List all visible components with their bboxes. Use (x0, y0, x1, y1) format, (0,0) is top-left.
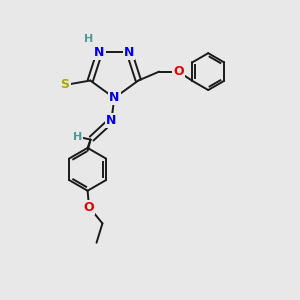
Text: H: H (73, 132, 82, 142)
Text: O: O (84, 201, 94, 214)
Text: O: O (173, 65, 184, 78)
Text: N: N (109, 92, 119, 104)
Text: H: H (85, 34, 94, 44)
Text: N: N (106, 114, 116, 127)
Text: S: S (61, 79, 70, 92)
Text: N: N (94, 46, 105, 59)
Text: N: N (124, 46, 134, 59)
